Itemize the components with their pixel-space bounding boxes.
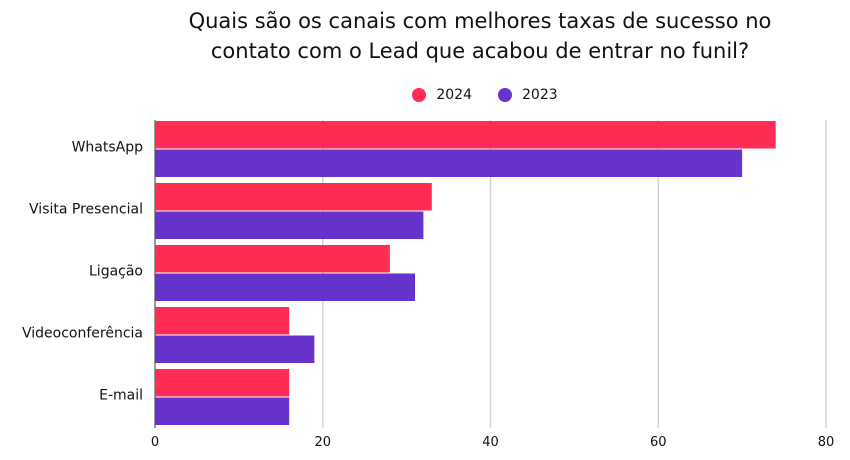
bar-2024-3 [155, 307, 290, 335]
bar-2023-0 [155, 149, 743, 177]
category-label-3: Videoconferência [22, 326, 143, 342]
chart-title-line-2: contato com o Lead que acabou de entrar … [210, 39, 750, 63]
bar-2023-1 [155, 211, 424, 239]
x-tick-label-20: 20 [314, 435, 331, 450]
x-tick-label-0: 0 [151, 435, 159, 450]
chart-title-line-1: Quais são os canais com melhores taxas d… [188, 9, 772, 33]
legend-swatch-2023 [498, 88, 512, 102]
category-label-4: E-mail [99, 388, 143, 404]
legend-item-2023: 2023 [498, 87, 558, 103]
chart-title: Quais são os canais com melhores taxas d… [0, 6, 850, 66]
bar-2024-4 [155, 369, 290, 397]
x-tick-label-40: 40 [482, 435, 499, 450]
legend-item-2024: 2024 [412, 87, 472, 103]
bar-2024-2 [155, 245, 390, 273]
legend: 2024 2023 [0, 87, 850, 103]
bar-2023-4 [155, 397, 290, 425]
legend-label-2023: 2023 [522, 87, 558, 103]
bar-2023-2 [155, 273, 416, 301]
bar-2023-3 [155, 335, 315, 363]
category-label-2: Ligação [89, 264, 143, 280]
x-tick-label-60: 60 [650, 435, 667, 450]
bar-2024-1 [155, 183, 432, 211]
legend-swatch-2024 [412, 88, 427, 102]
legend-label-2024: 2024 [436, 87, 472, 103]
category-label-1: Visita Presencial [29, 202, 143, 218]
x-tick-label-80: 80 [818, 435, 835, 450]
bar-2024-0 [155, 121, 776, 149]
category-label-0: WhatsApp [72, 140, 144, 156]
